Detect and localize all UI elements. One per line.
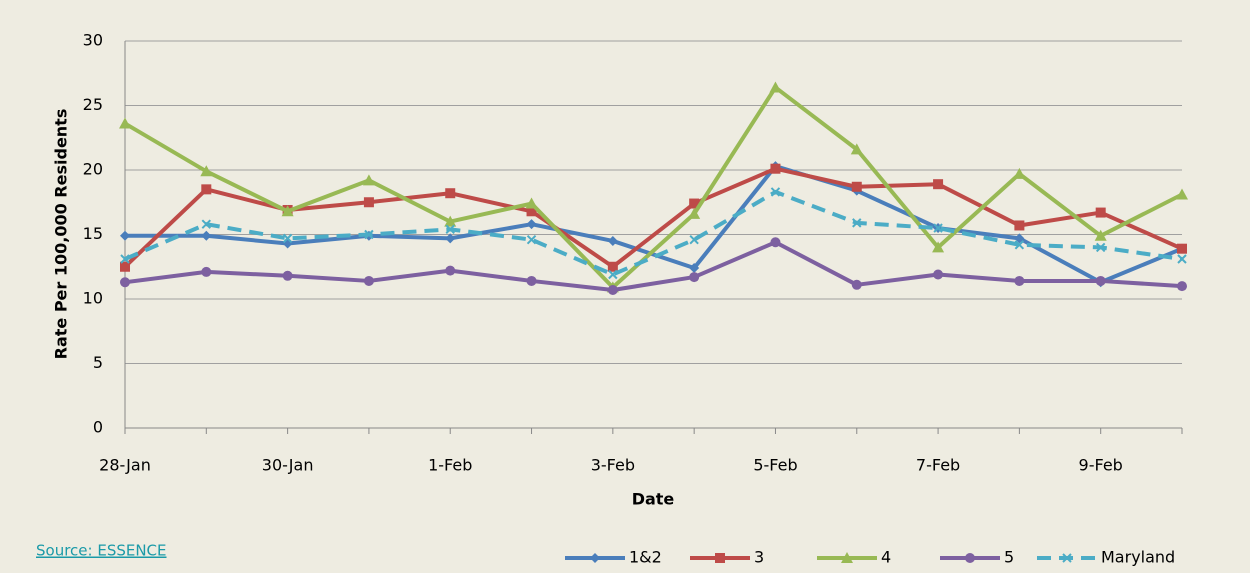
marker — [526, 206, 537, 217]
marker — [1014, 220, 1025, 231]
marker — [689, 198, 700, 209]
marker — [932, 241, 945, 253]
marker — [364, 229, 374, 240]
legend-marker — [590, 553, 600, 563]
marker — [201, 219, 212, 229]
marker — [120, 277, 130, 288]
marker — [445, 265, 456, 276]
legend-label: Maryland — [1101, 548, 1175, 567]
marker — [120, 254, 130, 264]
marker — [120, 230, 130, 241]
marker — [444, 215, 457, 227]
marker — [362, 174, 375, 186]
marker — [770, 187, 781, 197]
legend-label: 3 — [754, 548, 764, 567]
legend-marker — [1062, 553, 1072, 563]
marker — [933, 269, 944, 280]
series-line — [125, 164, 1183, 285]
marker — [1095, 242, 1106, 253]
x-tick-label: 9-Feb — [1079, 456, 1123, 475]
legend-label: 5 — [1004, 548, 1014, 567]
x-tick-label: 30-Jan — [262, 456, 314, 475]
marker — [201, 184, 212, 195]
legend-marker — [965, 553, 975, 563]
marker — [525, 197, 538, 209]
legend-label: 1&2 — [629, 548, 662, 567]
marker — [933, 223, 943, 233]
marker — [770, 163, 781, 174]
marker — [201, 266, 212, 277]
marker — [850, 143, 863, 155]
source-text[interactable]: Source: ESSENCE — [36, 542, 167, 560]
series-line — [123, 85, 1183, 290]
marker — [1177, 281, 1187, 292]
marker — [1014, 233, 1025, 244]
series-line — [124, 189, 1183, 277]
marker — [445, 188, 456, 199]
x-tick-label: 28-Jan — [99, 456, 151, 475]
marker — [200, 165, 213, 177]
marker — [119, 117, 131, 129]
marker — [526, 275, 537, 286]
marker — [1014, 240, 1025, 250]
marker — [1177, 254, 1187, 264]
legend-marker — [841, 552, 853, 563]
y-tick-label: 0 — [93, 418, 103, 437]
marker — [607, 235, 618, 246]
marker — [769, 81, 782, 93]
marker — [607, 284, 618, 295]
marker — [526, 219, 537, 230]
marker — [1094, 229, 1107, 241]
marker — [608, 269, 618, 280]
marker — [445, 224, 455, 235]
marker — [281, 205, 294, 217]
marker — [1013, 167, 1026, 179]
marker — [445, 233, 456, 244]
marker — [689, 272, 700, 283]
marker — [933, 179, 944, 190]
marker — [120, 261, 130, 272]
marker — [363, 197, 374, 208]
legend-label: 4 — [881, 548, 891, 567]
marker — [201, 230, 212, 241]
marker — [282, 270, 293, 281]
marker — [689, 263, 700, 274]
marker — [851, 279, 862, 290]
marker — [1095, 275, 1106, 286]
marker — [363, 275, 374, 286]
marker — [852, 218, 862, 228]
x-tick-label: 1-Feb — [428, 456, 472, 475]
y-tick-label: 30 — [83, 31, 103, 50]
marker — [607, 261, 618, 272]
x-tick-label: 5-Feb — [753, 456, 797, 475]
marker — [1014, 275, 1025, 286]
marker — [688, 207, 701, 219]
y-tick-label: 25 — [83, 95, 103, 114]
x-axis-label: Date — [632, 490, 675, 509]
marker — [1095, 207, 1106, 218]
y-axis-label: Rate Per 100,000 Residents — [52, 109, 71, 360]
series-line — [124, 240, 1183, 292]
marker — [1177, 243, 1187, 254]
legend-marker — [715, 553, 725, 563]
marker — [282, 233, 293, 244]
marker — [851, 181, 862, 192]
x-tick-label: 3-Feb — [591, 456, 635, 475]
y-tick-label: 10 — [83, 289, 103, 308]
y-tick-label: 20 — [83, 160, 103, 179]
y-tick-label: 5 — [93, 353, 103, 372]
source-link[interactable]: Source: ESSENCE — [36, 542, 167, 560]
marker — [526, 234, 537, 245]
x-tick-label: 7-Feb — [916, 456, 960, 475]
marker — [689, 234, 699, 245]
series-line — [123, 166, 1183, 269]
marker — [770, 237, 781, 248]
marker — [1176, 188, 1188, 200]
y-tick-label: 15 — [83, 224, 103, 243]
